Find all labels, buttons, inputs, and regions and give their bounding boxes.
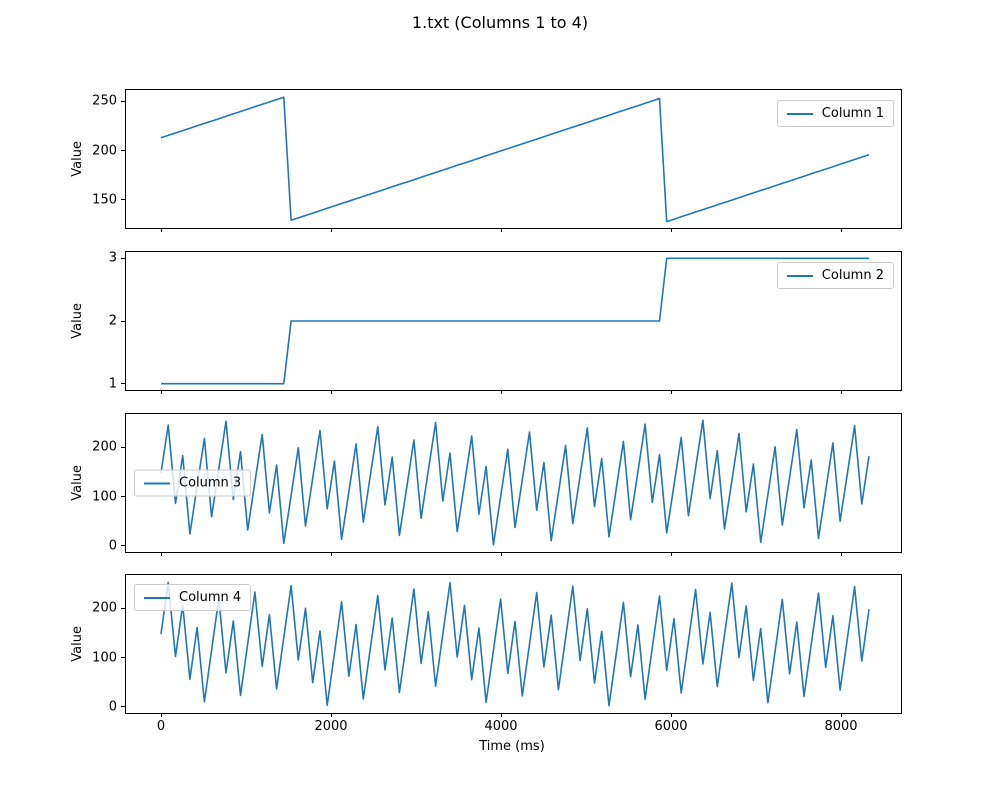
legend-line-sample xyxy=(786,112,813,115)
y-tick-mark xyxy=(121,150,125,152)
y-tick-mark xyxy=(121,446,125,448)
x-tick-mark xyxy=(331,228,332,232)
x-tick-label: 8000 xyxy=(824,719,858,734)
y-axis-label: Value xyxy=(69,414,85,552)
x-tick-mark xyxy=(501,390,502,394)
x-tick-mark xyxy=(670,390,672,394)
legend: Column 3 xyxy=(134,469,252,497)
x-tick-mark xyxy=(840,713,842,717)
x-tick-mark xyxy=(670,552,672,556)
y-tick-label: 200 xyxy=(92,143,117,159)
x-tick-label: 6000 xyxy=(654,719,688,734)
y-tick-label: 250 xyxy=(92,93,117,109)
legend-label: Column 4 xyxy=(179,590,242,605)
line-plot-column-2 xyxy=(161,257,869,385)
y-tick-label: 100 xyxy=(92,489,117,505)
line-plot-column-1 xyxy=(160,96,870,223)
x-tick-mark xyxy=(161,552,163,556)
line-plot-column-4 xyxy=(160,581,870,707)
legend-line-sample xyxy=(144,482,170,484)
x-tick-label: 2000 xyxy=(314,719,348,734)
data-line xyxy=(160,96,870,223)
x-tick-mark xyxy=(840,228,842,232)
subplot-column-2: Value Column 2 1 2 3 xyxy=(70,251,902,394)
y-tick-label: 0 xyxy=(108,699,117,715)
x-tick-mark xyxy=(840,552,842,556)
y-tick-mark xyxy=(121,257,125,259)
legend: Column 1 xyxy=(776,100,894,127)
x-tick-mark xyxy=(331,390,332,394)
legend: Column 2 xyxy=(776,262,894,289)
x-tick-mark xyxy=(161,228,163,232)
y-axis-label: Value xyxy=(69,90,85,228)
y-tick-mark xyxy=(121,706,125,708)
y-tick-mark xyxy=(121,383,125,385)
data-line xyxy=(161,257,869,385)
subplot-column-3: Value Column 3 0 100 200 xyxy=(70,413,902,556)
legend-label: Column 1 xyxy=(821,106,884,121)
legend-label: Column 3 xyxy=(179,475,242,491)
y-tick-mark xyxy=(121,657,125,659)
x-tick-mark xyxy=(331,713,332,717)
data-line xyxy=(160,419,870,546)
y-tick-label: 0 xyxy=(108,538,117,554)
y-tick-label: 200 xyxy=(92,439,117,455)
x-tick-mark xyxy=(161,390,163,394)
y-axis-label-text: Value xyxy=(69,141,85,177)
y-tick-mark xyxy=(121,199,125,201)
x-tick-mark xyxy=(161,713,163,717)
x-tick-mark xyxy=(670,228,672,232)
y-axis-label: Value xyxy=(69,252,85,390)
y-tick-mark xyxy=(121,607,125,609)
y-tick-mark xyxy=(121,320,125,322)
y-axis-label-text: Value xyxy=(69,303,85,339)
figure-title: 1.txt (Columns 1 to 4) xyxy=(411,13,589,32)
x-axis-label: Time (ms) xyxy=(479,739,545,754)
y-tick-label: 3 xyxy=(108,250,117,266)
y-tick-mark xyxy=(121,100,125,102)
x-tick-mark xyxy=(501,552,502,556)
x-tick-mark xyxy=(501,713,502,717)
x-tick-mark xyxy=(670,713,672,717)
legend-line-sample xyxy=(786,274,813,277)
x-tick-mark xyxy=(501,228,502,232)
y-axis-label-text: Value xyxy=(69,626,85,662)
subplot-column-4: Value Column 4 0 100 200 0 2000 4000 6000 8000 xyxy=(70,574,902,734)
subplot-column-1: Value Column 1 150 200 250 xyxy=(70,89,902,232)
legend-label: Column 2 xyxy=(821,268,884,283)
legend-line-sample xyxy=(144,596,170,599)
y-tick-label: 2 xyxy=(108,313,117,329)
y-tick-label: 1 xyxy=(108,376,117,392)
legend: Column 4 xyxy=(134,584,252,611)
x-tick-label: 0 xyxy=(156,719,166,734)
y-tick-mark xyxy=(121,545,125,547)
x-tick-label: 4000 xyxy=(484,719,518,734)
line-plot-column-3 xyxy=(160,419,870,546)
y-axis-label-text: Value xyxy=(69,465,85,501)
x-tick-mark xyxy=(840,390,842,394)
y-axis-label: Value xyxy=(69,575,85,713)
x-tick-mark xyxy=(331,552,332,556)
y-tick-mark xyxy=(121,496,125,498)
data-line xyxy=(160,581,870,707)
y-tick-label: 150 xyxy=(92,192,117,208)
y-tick-label: 200 xyxy=(92,600,117,616)
y-tick-label: 100 xyxy=(92,650,117,666)
